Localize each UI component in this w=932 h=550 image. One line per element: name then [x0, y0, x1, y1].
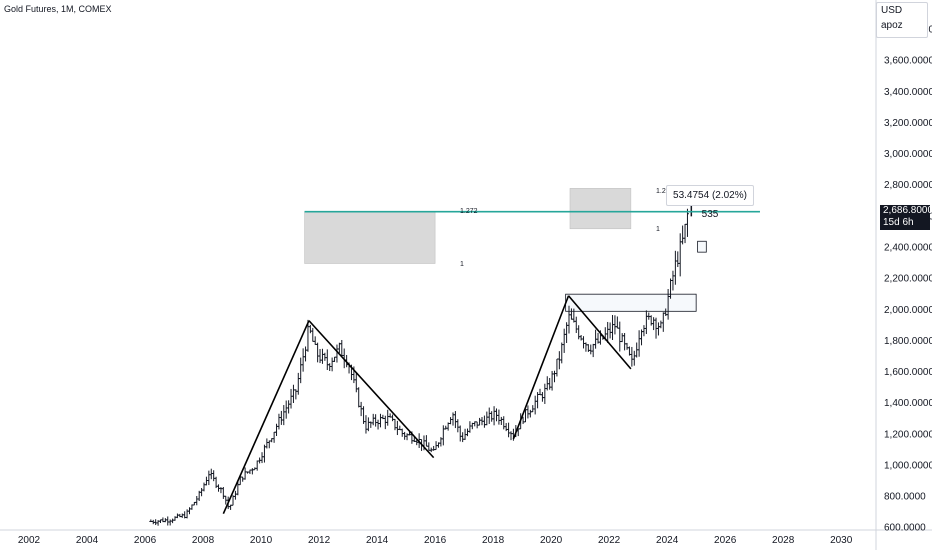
fib-labels: 1.272 1 1.2 1: [460, 188, 666, 268]
x-tick-label: 2028: [772, 535, 795, 546]
fib1-bottom-label: 1: [460, 261, 464, 268]
x-tick-label: 2002: [18, 535, 41, 546]
y-tick-label: 1,600.0000: [884, 367, 932, 378]
x-tick-label: 2020: [540, 535, 563, 546]
rectangles-layer: [304, 188, 707, 312]
y-tick-label: 3,000.0000: [884, 149, 932, 160]
trend-line[interactable]: [222, 320, 310, 514]
time-axis: 2002 2004 2006 2008 2010 2012 2014 2016 2018 2020…: [18, 535, 853, 546]
x-tick-label: 2004: [76, 535, 99, 546]
chart-title: Gold Futures, 1M, COMEX: [4, 4, 112, 14]
fib2-bottom-label: 1: [656, 226, 660, 233]
user-label: apoz: [881, 20, 903, 31]
trend-line[interactable]: [512, 295, 570, 440]
last-price-tag: 2,686.8000 15d 6h: [880, 205, 932, 230]
y-tick-label: 800.0000: [884, 492, 926, 503]
x-tick-label: 2026: [714, 535, 737, 546]
bar-countdown: 15d 6h: [883, 217, 914, 228]
outline-box: [697, 240, 707, 253]
last-price-value: 2,686.8000: [883, 205, 932, 216]
measure-tooltip: 53.4754 (2.02%) 535: [666, 185, 754, 220]
fib2-top-label: 1.2: [656, 188, 666, 195]
fib-zone-box: [569, 188, 632, 230]
y-tick-label: 3,400.0000: [884, 87, 932, 98]
y-tick-label: 600.0000: [884, 523, 926, 534]
fib1-top-label: 1.272: [460, 208, 478, 215]
trend-line[interactable]: [567, 295, 632, 370]
trend-line[interactable]: [308, 320, 435, 459]
x-tick-label: 2022: [598, 535, 621, 546]
y-tick-label: 2,400.0000: [884, 242, 932, 253]
trend-lines: [222, 295, 632, 514]
currency-selector[interactable]: USD apoz: [876, 2, 928, 38]
y-tick-label: 1,200.0000: [884, 429, 932, 440]
x-tick-label: 2018: [482, 535, 505, 546]
outline-box: [565, 293, 697, 312]
x-tick-label: 2016: [424, 535, 447, 546]
x-tick-label: 2012: [308, 535, 331, 546]
currency-label: USD: [881, 5, 903, 16]
y-tick-label: 3,200.0000: [884, 118, 932, 129]
y-tick-label: 2,200.0000: [884, 274, 932, 285]
x-tick-label: 2010: [250, 535, 273, 546]
x-tick-label: 2024: [656, 535, 679, 546]
y-tick-label: 1,000.0000: [884, 460, 932, 471]
x-tick-label: 2014: [366, 535, 389, 546]
y-tick-label: 2,000.0000: [884, 305, 932, 316]
x-tick-label: 2006: [134, 535, 157, 546]
y-tick-label: 3,600.0000: [884, 56, 932, 67]
y-tick-label: 1,400.0000: [884, 398, 932, 409]
fib-zone-box: [304, 211, 436, 264]
y-tick-label: 2,800.0000: [884, 180, 932, 191]
x-tick-label: 2030: [830, 535, 853, 546]
y-tick-label: 1,800.0000: [884, 336, 932, 347]
x-tick-label: 2008: [192, 535, 215, 546]
